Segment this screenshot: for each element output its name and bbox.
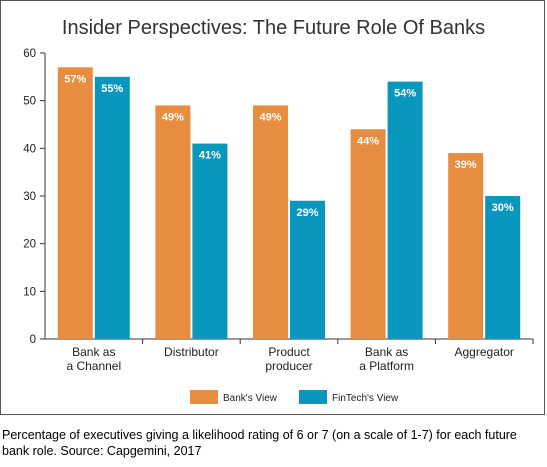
category-label: producer bbox=[265, 359, 312, 373]
category-label: Product bbox=[268, 345, 310, 359]
category-label: Bank as bbox=[72, 345, 115, 359]
y-tick-label: 50 bbox=[23, 96, 36, 108]
bar bbox=[485, 196, 521, 339]
data-label: 44% bbox=[357, 135, 379, 147]
legend-swatch bbox=[299, 390, 327, 404]
category-label: a Channel bbox=[66, 359, 121, 373]
chart-title: Insider Perspectives: The Future Role Of… bbox=[61, 17, 486, 39]
bar bbox=[350, 129, 386, 339]
bar bbox=[57, 67, 93, 340]
bar bbox=[94, 76, 130, 339]
bar bbox=[253, 105, 288, 339]
chart-caption: Percentage of executives giving a likeli… bbox=[2, 428, 517, 458]
data-label: 54% bbox=[394, 88, 416, 100]
bar bbox=[387, 81, 423, 339]
y-tick-label: 10 bbox=[23, 286, 36, 298]
data-label: 57% bbox=[64, 73, 86, 85]
bar bbox=[290, 200, 325, 339]
y-tick-label: 30 bbox=[23, 191, 36, 203]
y-tick-label: 0 bbox=[30, 334, 36, 346]
data-label: 55% bbox=[101, 83, 123, 95]
bar bbox=[155, 105, 191, 339]
category-label: Bank as bbox=[365, 345, 408, 359]
category-label: Aggregator bbox=[455, 345, 514, 359]
y-tick-label: 40 bbox=[23, 143, 36, 155]
bar bbox=[192, 143, 228, 339]
legend-label: FinTech's View bbox=[332, 393, 399, 404]
category-label: Distributor bbox=[164, 345, 219, 359]
data-label: 49% bbox=[259, 111, 281, 123]
data-label: 41% bbox=[199, 150, 221, 162]
data-label: 29% bbox=[296, 207, 318, 219]
data-label: 30% bbox=[492, 202, 514, 214]
legend-swatch bbox=[190, 390, 218, 404]
category-label: a Platform bbox=[359, 359, 414, 373]
data-label: 49% bbox=[162, 111, 184, 123]
bar bbox=[448, 153, 484, 339]
y-tick-label: 20 bbox=[23, 239, 36, 251]
legend-label: Bank's View bbox=[223, 393, 278, 404]
y-tick-label: 60 bbox=[23, 48, 36, 60]
chart-frame: Insider Perspectives: The Future Role Of… bbox=[0, 0, 545, 415]
data-label: 39% bbox=[455, 159, 477, 171]
